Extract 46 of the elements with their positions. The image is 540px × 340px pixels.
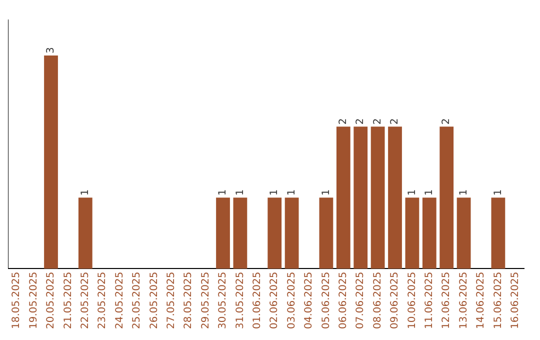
x-tick-label: 15.06.2025 xyxy=(492,272,504,330)
data-label: 1 xyxy=(424,189,435,196)
x-tick-label: 21.05.2025 xyxy=(62,272,74,330)
x-tick-label: 08.06.2025 xyxy=(372,272,384,330)
x-tick-label: 30.05.2025 xyxy=(218,272,229,330)
x-tick-label: 01.06.2025 xyxy=(252,272,263,330)
x-tick-label: 19.05.2025 xyxy=(28,272,40,330)
x-tick-label: 14.06.2025 xyxy=(476,272,487,330)
data-label: 1 xyxy=(492,189,504,196)
x-tick-label: 09.06.2025 xyxy=(390,272,401,330)
x-tick-label: 07.06.2025 xyxy=(355,272,366,330)
x-tick-label: 24.05.2025 xyxy=(114,272,126,330)
x-tick-label: 05.06.2025 xyxy=(320,272,332,330)
x-tick-label: 22.05.2025 xyxy=(80,272,91,330)
x-tick-label: 25.05.2025 xyxy=(132,272,143,330)
x-tick-label: 31.05.2025 xyxy=(234,272,246,330)
data-label: 1 xyxy=(218,189,229,196)
data-label: 1 xyxy=(286,189,298,196)
x-tick-label: 23.05.2025 xyxy=(97,272,108,330)
data-label: 1 xyxy=(458,189,470,196)
data-label: 1 xyxy=(406,189,418,196)
data-label: 2 xyxy=(355,118,366,125)
x-tick-label: 29.05.2025 xyxy=(200,272,212,330)
x-tick-label: 27.05.2025 xyxy=(166,272,177,330)
x-tick-label: 28.05.2025 xyxy=(183,272,194,330)
data-label: 1 xyxy=(234,189,246,196)
x-tick-label: 12.06.2025 xyxy=(441,272,452,330)
data-label: 1 xyxy=(80,189,91,196)
x-tick-label: 10.06.2025 xyxy=(406,272,418,330)
data-label: 2 xyxy=(338,118,349,125)
x-tick-label: 13.06.2025 xyxy=(458,272,470,330)
x-tick-label: 11.06.2025 xyxy=(424,272,435,330)
data-label: 1 xyxy=(269,189,280,196)
data-label: 1 xyxy=(320,189,332,196)
x-tick-label: 18.05.2025 xyxy=(11,272,22,330)
x-tick-label: 02.06.2025 xyxy=(269,272,280,330)
x-tick-label: 06.06.2025 xyxy=(338,272,349,330)
x-tick-label: 20.05.2025 xyxy=(46,272,57,330)
x-tick-label: 03.06.2025 xyxy=(286,272,298,330)
data-label: 2 xyxy=(372,118,384,125)
x-tick-label: 04.06.2025 xyxy=(304,272,315,330)
x-tick-label: 16.06.2025 xyxy=(510,272,521,330)
data-label: 3 xyxy=(46,47,57,54)
x-tick-label: 26.05.2025 xyxy=(148,272,160,330)
data-label: 2 xyxy=(441,118,452,125)
data-label: 2 xyxy=(390,118,401,125)
